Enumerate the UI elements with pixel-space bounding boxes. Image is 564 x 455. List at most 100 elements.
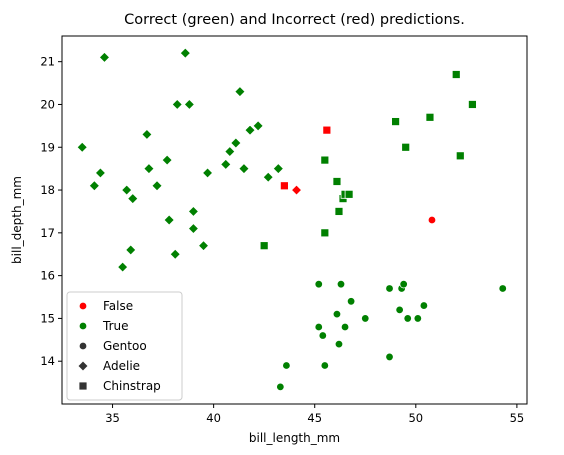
data-point-gentoo (336, 279, 346, 289)
data-point-adelie (187, 222, 199, 235)
data-point-adelie (224, 145, 236, 158)
data-point-chinstrap (259, 241, 269, 251)
data-point-gentoo (361, 314, 370, 323)
plot-frame (61, 35, 528, 405)
x-axis-label: bill_length_mm (249, 431, 340, 445)
y-tick-label: 14 (40, 354, 55, 368)
x-tick-label: 35 (105, 411, 120, 425)
legend-marker-true (78, 321, 88, 331)
y-tick-label: 20 (40, 97, 55, 111)
data-point-chinstrap (455, 151, 465, 161)
data-point-adelie (187, 205, 199, 218)
data-point-gentoo (498, 284, 507, 293)
data-point-gentoo (427, 215, 437, 225)
data-point-adelie (94, 167, 106, 179)
legend-marker-chinstrap (78, 381, 88, 391)
x-tick-label: 45 (307, 411, 322, 425)
data-point-adelie (234, 86, 246, 98)
data-point-chinstrap (425, 112, 435, 122)
data-point-chinstrap (334, 207, 344, 216)
y-axis-label: bill_depth_mm (10, 176, 24, 264)
data-point-gentoo (334, 339, 344, 349)
data-point-chinstrap (322, 125, 332, 135)
legend-marker-gentoo (78, 341, 88, 351)
data-points (76, 47, 507, 392)
legend-marker-false (78, 301, 88, 311)
data-point-gentoo (314, 279, 323, 289)
data-point-chinstrap (320, 155, 330, 165)
data-point-adelie (127, 193, 139, 205)
y-tick-label: 16 (40, 269, 55, 283)
data-point-gentoo (399, 279, 408, 289)
y-tick-label: 15 (40, 311, 55, 325)
data-point-gentoo (282, 361, 291, 370)
data-point-adelie (171, 98, 183, 111)
x-tick-label: 55 (510, 411, 525, 425)
data-point-adelie (161, 154, 173, 166)
data-point-adelie (179, 47, 191, 59)
data-point-chinstrap (391, 117, 400, 126)
data-point-chinstrap (344, 189, 354, 199)
data-point-adelie (201, 167, 214, 179)
data-point-adelie (169, 248, 181, 260)
x-axis-ticks: 35 40 45 50 55 (105, 404, 524, 425)
data-point-adelie (117, 261, 129, 273)
data-point-gentoo (395, 305, 404, 315)
data-point-adelie (290, 184, 303, 196)
data-point-gentoo (403, 314, 412, 323)
plot-area: 35 40 45 50 55 14 15 16 17 18 19 20 21 (40, 35, 528, 425)
data-point-adelie (143, 163, 155, 175)
data-point-adelie (272, 163, 284, 175)
legend-box (66, 291, 183, 401)
data-point-adelie (98, 51, 111, 63)
data-point-chinstrap (332, 177, 342, 186)
data-point-gentoo (419, 301, 429, 310)
data-point-gentoo (314, 322, 323, 332)
data-point-gentoo (332, 309, 342, 319)
data-point-adelie (88, 180, 100, 192)
data-point-gentoo (346, 297, 356, 306)
data-point-adelie (230, 137, 242, 149)
data-point-chinstrap (401, 142, 411, 152)
legend-label-adelie: Adelie (103, 359, 140, 373)
y-tick-label: 21 (40, 55, 55, 69)
y-axis-ticks: 14 15 16 17 18 19 20 21 (40, 55, 62, 368)
legend-label-gentoo: Gentoo (103, 339, 147, 353)
legend-label-chinstrap: Chinstrap (103, 379, 161, 393)
data-point-adelie (76, 141, 88, 153)
data-point-adelie (151, 180, 163, 192)
y-tick-label: 17 (40, 226, 55, 240)
data-point-adelie (163, 214, 175, 226)
data-point-adelie (252, 120, 264, 132)
data-point-gentoo (276, 382, 285, 392)
data-point-chinstrap (320, 228, 330, 238)
data-point-adelie (121, 184, 133, 196)
data-point-chinstrap (468, 100, 477, 109)
data-point-gentoo (413, 314, 423, 323)
x-tick-label: 50 (408, 411, 423, 425)
data-point-gentoo (320, 361, 330, 370)
data-point-adelie (141, 128, 153, 140)
data-point-gentoo (385, 352, 394, 362)
data-point-adelie (262, 171, 274, 183)
data-point-gentoo (318, 331, 328, 340)
data-point-adelie (197, 240, 210, 252)
y-tick-label: 18 (40, 183, 55, 197)
legend-marker-adelie (77, 360, 89, 372)
data-point-chinstrap (279, 181, 289, 191)
legend-label-true: True (102, 319, 129, 333)
data-point-adelie (125, 244, 137, 256)
data-point-gentoo (340, 322, 350, 332)
legend: False True Gentoo Adelie Chinstrap (66, 291, 183, 401)
chart-title: Correct (green) and Incorrect (red) pred… (124, 12, 465, 28)
data-point-gentoo (385, 284, 394, 293)
data-point-chinstrap (451, 70, 461, 79)
data-point-adelie (238, 163, 250, 175)
y-tick-label: 19 (40, 140, 55, 154)
data-point-adelie (244, 124, 256, 136)
data-point-adelie (183, 98, 195, 111)
data-point-adelie (220, 158, 232, 170)
x-tick-label: 40 (206, 411, 221, 425)
legend-label-false: False (103, 299, 133, 313)
